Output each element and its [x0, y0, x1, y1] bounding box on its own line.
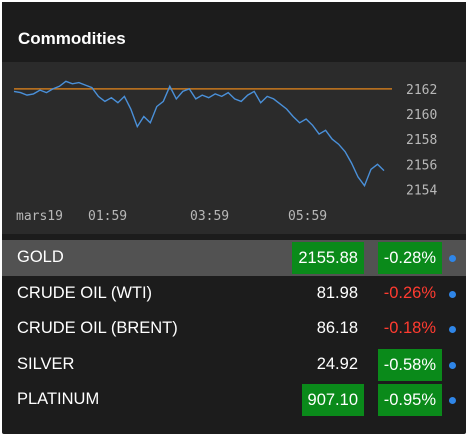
row-price: 86.18 [316, 319, 358, 337]
y-tick-label: 2160 [406, 108, 437, 123]
row-gold[interactable]: GOLD 2155.88 -0.28% [2, 240, 466, 276]
row-change: -0.28% [377, 242, 442, 274]
commodities-widget: Commodities 2162 2160 2158 2156 2154 mars19 01… [2, 2, 466, 434]
row-change: -0.95% [377, 384, 442, 416]
row-crude-oil-brent[interactable]: CRUDE OIL (BRENT) 86.18 -0.18% [2, 311, 466, 347]
row-price: 907.10 [301, 384, 364, 416]
price-line [13, 80, 385, 188]
row-name: SILVER [17, 354, 75, 373]
y-tick-label: 2162 [406, 83, 437, 98]
x-tick-label: mars19 [16, 209, 63, 224]
commodities-list: GOLD 2155.88 -0.28% CRUDE OIL (WTI) 81.9… [2, 240, 466, 418]
x-tick-label: 03:59 [190, 209, 229, 224]
row-change: -0.18% [383, 319, 436, 337]
row-silver[interactable]: SILVER 24.92 -0.58% [2, 347, 466, 383]
status-dot-icon [449, 397, 456, 404]
y-tick-label: 2158 [406, 133, 437, 148]
row-crude-oil-wti[interactable]: CRUDE OIL (WTI) 81.98 -0.26% [2, 276, 466, 312]
y-tick-label: 2156 [406, 158, 437, 173]
y-tick-label: 2154 [406, 183, 437, 198]
row-name: GOLD [17, 248, 64, 266]
status-dot-icon [449, 361, 456, 369]
price-chart-svg[interactable]: 2162 2160 2158 2156 2154 mars19 01:59 03:59 05:5… [2, 62, 466, 234]
status-dot-icon [449, 255, 456, 262]
status-dot-icon [449, 326, 456, 333]
row-price: 24.92 [316, 354, 358, 373]
row-name: PLATINUM [17, 390, 100, 408]
widget-header: Commodities [2, 2, 466, 62]
row-name: CRUDE OIL (BRENT) [17, 319, 178, 337]
row-price: 2155.88 [292, 242, 364, 274]
price-chart[interactable]: 2162 2160 2158 2156 2154 mars19 01:59 03:59 05:5… [2, 62, 466, 234]
row-platinum[interactable]: PLATINUM 907.10 -0.95% [2, 382, 466, 418]
row-name: CRUDE OIL (WTI) [17, 283, 153, 302]
x-tick-label: 05:59 [288, 209, 327, 224]
widget-title: Commodities [18, 29, 126, 48]
row-change: -0.26% [383, 283, 436, 302]
x-tick-label: 01:59 [88, 209, 127, 224]
status-dot-icon [449, 290, 456, 298]
row-change: -0.58% [377, 348, 442, 381]
row-price: 81.98 [316, 283, 358, 302]
